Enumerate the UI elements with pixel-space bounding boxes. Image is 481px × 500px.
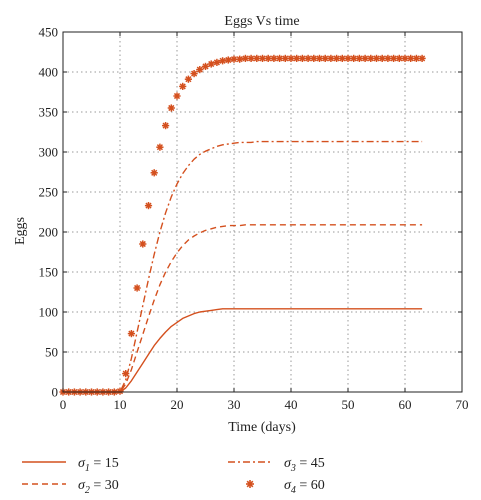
series-4-marker [264,54,272,62]
series-4-marker [196,66,204,74]
series-4-marker [304,54,312,62]
y-axis-label: Eggs [13,217,28,245]
series-4-marker [179,82,187,90]
series-4-marker [390,54,398,62]
legend-label: σ2 = 30 [78,478,119,496]
x-tick-label: 30 [228,397,241,412]
y-tick-label: 0 [52,385,59,400]
series-4-marker [418,54,426,62]
series-4-marker [184,75,192,83]
legend-item-1: σ1 = 15 [22,456,119,474]
series-4-marker [281,54,289,62]
series-4-marker [156,143,164,151]
series-4-marker [298,54,306,62]
y-tick-label: 400 [39,65,59,80]
series-3-line [63,140,423,393]
series-4-marker [190,70,198,78]
x-tick-label: 40 [285,397,298,412]
series-4-marker [219,57,227,65]
x-tick-label: 20 [171,397,184,412]
legend-label: σ4 = 60 [284,478,325,496]
legend-label: σ1 = 15 [78,456,119,474]
series-4-marker [207,60,215,68]
series-4-marker [133,284,141,292]
series-4-marker [236,55,244,63]
y-tick-label: 300 [39,145,59,160]
series-4-marker [127,330,135,338]
series-4-marker [139,240,147,248]
series-4-marker [167,104,175,112]
legend: σ1 = 15 σ2 = 30 σ3 = 45 σ4 = 60 [22,456,325,496]
legend-label: σ3 = 45 [284,456,325,474]
y-tick-label: 250 [39,185,59,200]
plot-area: 0 10 20 30 40 50 60 70 0 50 100 150 200 250 300 350 400 4… [39,25,469,413]
series-2-line [63,224,423,393]
series-4-marker [173,92,181,100]
series-4-marker [355,54,363,62]
chart-title: Eggs Vs time [224,14,299,29]
x-tick-label: 50 [342,397,355,412]
y-tick-label: 150 [39,265,59,280]
series-4-marker [350,54,358,62]
legend-item-2: σ2 = 30 [22,478,119,496]
series-4-marker [150,169,158,177]
series-1-line [63,308,423,393]
x-tick-label: 10 [114,397,127,412]
series-4-marker [213,58,221,66]
y-tick-label: 350 [39,105,59,120]
y-tick-label: 100 [39,305,59,320]
legend-item-3: σ3 = 45 [228,456,325,474]
x-axis-label: Time (days) [228,420,296,435]
y-tick-label: 450 [39,25,59,40]
axes-frame [62,31,463,393]
x-tick-label: 70 [456,397,469,412]
series-4-marker [224,56,232,64]
legend-item-4: σ4 = 60 [246,478,325,496]
x-tick-label: 0 [60,397,67,412]
series-4-marker [116,387,124,395]
y-tick-label: 50 [45,345,58,360]
series-4-marker [241,54,249,62]
y-tick-label: 200 [39,225,59,240]
series-4-marker [162,122,170,130]
legend-marker-icon [246,480,254,488]
series-4-marker [276,54,284,62]
x-tick-label: 60 [399,397,412,412]
series-4-marker [201,62,210,70]
series-4-marker [122,370,130,378]
series-4-marker [144,202,153,210]
